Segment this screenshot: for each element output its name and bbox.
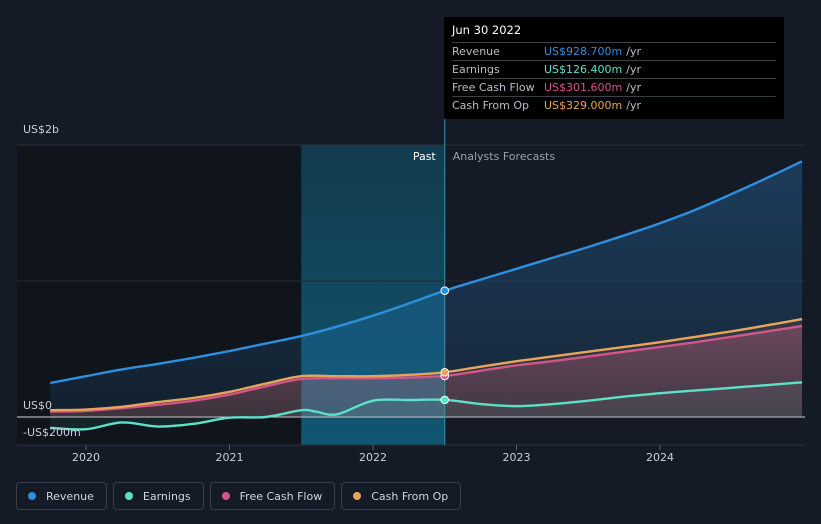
tooltip-unit: /yr	[626, 99, 641, 112]
y-tick-label: US$0	[23, 399, 52, 412]
tooltip-unit: /yr	[626, 63, 641, 76]
tooltip-unit: /yr	[626, 45, 641, 58]
y-axis-labels: US$2b US$0 -US$200m	[23, 123, 81, 439]
x-tick-label: 2023	[503, 451, 531, 464]
tooltip-value: US$301.600m	[544, 81, 623, 94]
tooltip-value: US$329.000m	[544, 99, 623, 112]
forecast-label: Analysts Forecasts	[453, 150, 556, 163]
past-label: Past	[413, 150, 437, 163]
cash-from-op-marker	[440, 367, 450, 377]
earnings-marker	[440, 395, 450, 405]
tooltip-row-cash-from-op: Cash From Op US$329.000m/yr	[452, 97, 776, 114]
legend-item-free-cash-flow[interactable]: Free Cash Flow	[209, 482, 336, 510]
x-tick-label: 2024	[646, 451, 674, 464]
tooltip-label: Revenue	[452, 45, 500, 58]
legend-dot-icon	[28, 492, 36, 500]
revenue-marker	[440, 286, 450, 295]
tooltip-date: Jun 30 2022	[452, 23, 776, 43]
free-cash-flow-area	[50, 325, 803, 417]
legend-dot-icon	[124, 492, 133, 500]
x-tick-label: 2021	[216, 451, 244, 464]
legend-label: Free Cash Flow	[239, 489, 323, 503]
cash-from-op-line	[50, 317, 803, 412]
tooltip-label: Earnings	[452, 63, 500, 76]
legend-item-earnings[interactable]: Earnings	[112, 482, 204, 510]
tooltip-value: US$928.700m	[544, 45, 623, 58]
y-tick-label: US$2b	[23, 123, 59, 136]
tooltip-label: Free Cash Flow	[452, 81, 535, 94]
tooltip-row-earnings: Earnings US$126.400m/yr	[452, 61, 776, 79]
tooltip-unit: /yr	[626, 81, 641, 94]
tooltip-label: Cash From Op	[452, 99, 530, 112]
legend-label: Earnings	[142, 489, 191, 503]
free-cash-flow-line	[50, 324, 803, 413]
legend: Revenue Earnings Free Cash Flow Cash From O…	[16, 482, 462, 510]
x-tick-label: 2020	[72, 451, 100, 464]
legend-label: Cash From Op	[371, 489, 449, 503]
tooltip-row-free-cash-flow: Free Cash Flow US$301.600m/yr	[452, 79, 776, 97]
legend-dot-icon	[353, 492, 362, 500]
legend-item-cash-from-op[interactable]: Cash From Op	[341, 482, 462, 510]
hover-markers	[440, 286, 450, 405]
series-lines	[49, 160, 803, 431]
x-tick-label: 2022	[359, 451, 387, 464]
data-tooltip: Jun 30 2022 Revenue US$928.700m/yr Earning…	[444, 17, 784, 119]
x-axis-labels: 2020 2021 2022 2023 2024	[72, 445, 674, 464]
tooltip-row-revenue: Revenue US$928.700m/yr	[452, 43, 776, 61]
revenue-line	[49, 160, 803, 385]
earnings-line	[50, 381, 803, 431]
legend-label: Revenue	[46, 489, 94, 503]
y-tick-label: -US$200m	[23, 426, 81, 439]
legend-item-revenue[interactable]: Revenue	[16, 482, 107, 510]
legend-dot-icon	[221, 492, 230, 500]
tooltip-value: US$126.400m	[544, 63, 623, 76]
